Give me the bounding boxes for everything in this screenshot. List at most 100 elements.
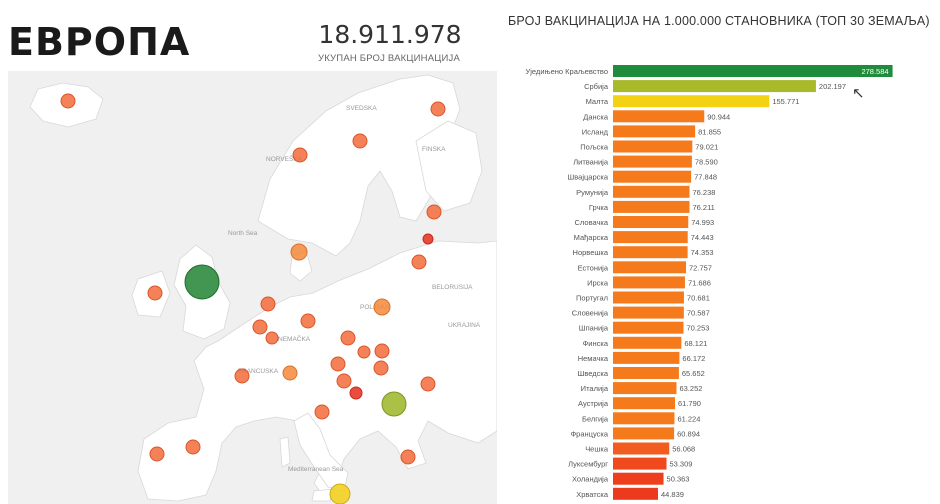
bar[interactable] [613,110,705,123]
bar-category-label: Шпанија [579,324,609,333]
bubble-latvia[interactable] [422,233,434,245]
bar-category-label: Малта [586,97,609,106]
bubble-greece[interactable] [400,449,416,465]
bar[interactable] [613,276,685,289]
bar[interactable] [613,382,677,395]
bubble-hungary[interactable] [374,343,390,359]
bubble-romania[interactable] [420,376,436,392]
bar[interactable] [613,306,684,319]
bubble-iceland[interactable] [60,93,76,109]
bar[interactable] [613,291,684,304]
bar[interactable] [613,487,658,500]
bubble-estonia[interactable] [426,204,442,220]
europe-map[interactable]: SVEDSKA NORVEŠKA FINSKA North Sea BELORU… [8,71,497,504]
bubble-croatia[interactable] [349,386,363,400]
label-finland: FINSKA [422,146,446,153]
bar-value-label: 202.197 [819,82,846,91]
bubble-portugal[interactable] [149,446,165,462]
label-north-sea: North Sea [228,230,258,237]
bar[interactable] [613,367,679,379]
bar-value-label: 70.681 [687,294,710,303]
bar-value-label: 90.944 [707,112,730,121]
bar[interactable] [613,140,693,153]
bubble-switzerland[interactable] [282,365,298,381]
bubble-slovenia[interactable] [336,373,352,389]
bubble-denmark[interactable] [290,243,308,261]
bar-category-label: Италија [581,384,609,393]
bar[interactable] [613,185,690,198]
bubble-malta[interactable] [329,483,351,504]
bar-value-label: 76.238 [693,188,716,197]
bubble-luxembourg[interactable] [265,331,279,345]
bubble-netherlands[interactable] [260,296,276,312]
bar[interactable] [613,261,687,274]
label-sweden: SVEDSKA [346,105,377,112]
bar[interactable] [613,125,696,138]
bubble-france[interactable] [234,368,250,384]
bubble-romania-west[interactable] [373,360,389,376]
bar[interactable] [613,216,689,228]
label-norway: NORVEŠKA [266,154,303,163]
bubble-finland[interactable] [430,101,446,117]
bar-value-label: 74.993 [691,218,714,227]
bar-category-label: Белгија [582,414,609,423]
bar[interactable] [613,351,680,364]
bar-category-label: Словачка [575,218,609,227]
cursor-arrow-icon: ↖ [852,85,865,102]
bar-value-label: 77.848 [694,173,717,182]
bubble-lithuania[interactable] [411,254,427,270]
bar[interactable] [613,472,664,485]
bubble-uk[interactable] [184,264,220,300]
bar-value-label: 53.309 [669,460,692,469]
bar-category-label: Луксембург [568,460,608,469]
bar[interactable] [613,200,690,213]
bar-category-label: Пољска [580,143,609,152]
bar[interactable] [613,336,682,349]
bar-value-label: 60.894 [677,429,700,438]
bubble-italy[interactable] [314,404,330,420]
map-canvas: SVEDSKA NORVEŠKA FINSKA North Sea BELORU… [29,74,497,504]
bar-value-label: 71.686 [688,278,711,287]
bar-category-label: Норвешка [573,248,609,257]
bar-category-label: Данска [583,112,609,121]
bar-category-label: Шведска [577,369,608,378]
label-mediterranean: Mediterranean Sea [288,466,344,473]
bar[interactable] [613,427,675,440]
bubble-austria[interactable] [330,356,346,372]
bar[interactable] [613,170,692,183]
bubble-slovakia[interactable] [357,345,371,359]
bar-value-label: 66.172 [682,354,705,363]
bar-category-label: Португал [576,294,608,303]
bubble-sweden[interactable] [352,133,368,149]
bar-value-label: 56.068 [672,445,695,454]
bubble-spain[interactable] [185,439,201,455]
bubble-poland[interactable] [373,298,391,316]
bar[interactable] [613,246,688,259]
bar-category-label: Француска [570,429,608,438]
land-shapes [29,74,497,502]
bar-category-label: Уједињено Краљевство [526,67,609,76]
bar[interactable] [613,442,670,455]
label-france: FRANCUSKA [238,368,279,375]
bar-category-label: Чешка [585,445,609,454]
bubble-germany[interactable] [300,313,316,329]
bar-category-label: Аустрија [578,399,609,408]
bubble-ireland[interactable] [147,285,163,301]
bar[interactable] [613,457,667,470]
bubble-belgium[interactable] [252,319,268,335]
bar-value-label: 79.021 [695,143,718,152]
bar[interactable] [613,397,676,410]
bar[interactable] [613,65,893,77]
bubble-czechia[interactable] [340,330,356,346]
bar[interactable] [613,231,688,244]
page-title: ЕВРОПА [8,20,191,64]
bar[interactable] [613,95,770,108]
bubble-norway[interactable] [292,147,308,163]
bar[interactable] [613,155,692,168]
bar[interactable] [613,321,684,334]
bar-value-label: 44.839 [661,490,684,499]
bar-category-label: Мађарска [574,233,609,242]
bar[interactable] [613,80,816,93]
bubble-serbia[interactable] [381,391,407,417]
bar[interactable] [613,412,675,425]
